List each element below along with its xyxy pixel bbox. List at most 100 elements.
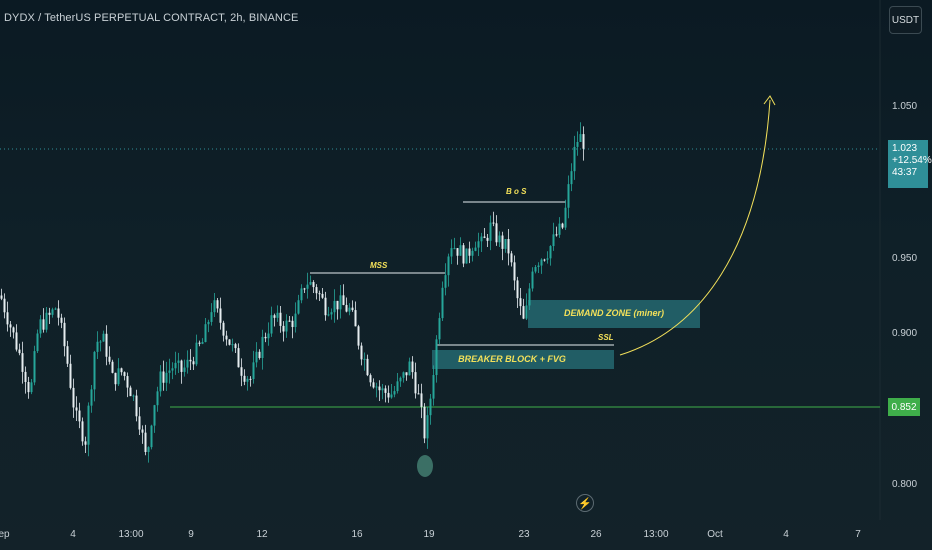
candle-down bbox=[360, 345, 363, 360]
candle-up bbox=[429, 398, 432, 416]
time-tick: ep bbox=[0, 529, 10, 540]
candle-down bbox=[144, 432, 147, 452]
candle-up bbox=[174, 362, 177, 369]
bos-label: B o S bbox=[506, 187, 527, 196]
candle-up bbox=[474, 247, 477, 251]
lightning-icon[interactable]: ⚡ bbox=[576, 494, 594, 512]
candle-up bbox=[168, 370, 171, 373]
candle-down bbox=[462, 245, 465, 264]
projection-arrowhead bbox=[763, 95, 776, 106]
time-tick: Oct bbox=[707, 529, 723, 540]
candle-up bbox=[432, 375, 435, 399]
candle-down bbox=[198, 342, 201, 344]
candle-down bbox=[315, 287, 318, 294]
candle-up bbox=[552, 234, 555, 247]
candle-up bbox=[252, 362, 255, 380]
candle-up bbox=[213, 300, 216, 313]
candle-down bbox=[582, 134, 585, 149]
breaker-block-label: BREAKER BLOCK + FVG bbox=[458, 354, 566, 364]
candle-down bbox=[69, 363, 72, 388]
candle-down bbox=[15, 332, 18, 350]
candle-up bbox=[330, 312, 333, 315]
candle-down bbox=[288, 320, 291, 322]
candle-up bbox=[147, 447, 150, 452]
candle-down bbox=[513, 262, 516, 281]
candle-up bbox=[99, 341, 102, 343]
candle-up bbox=[201, 341, 204, 344]
swing-low-marker bbox=[417, 455, 433, 477]
candle-up bbox=[276, 312, 279, 318]
candle-up bbox=[534, 267, 537, 272]
candle-down bbox=[456, 248, 459, 256]
candle-up bbox=[558, 223, 561, 235]
candle-down bbox=[63, 322, 66, 347]
candle-down bbox=[192, 361, 195, 365]
candle-up bbox=[195, 342, 198, 365]
candle-down bbox=[219, 308, 222, 323]
candle-up bbox=[30, 382, 33, 393]
candle-down bbox=[282, 325, 285, 332]
candle-up bbox=[261, 336, 264, 358]
candle-down bbox=[18, 349, 21, 354]
candle-up bbox=[177, 360, 180, 363]
candle-down bbox=[291, 320, 294, 328]
candle-down bbox=[141, 429, 144, 433]
candle-down bbox=[162, 371, 165, 383]
candle-down bbox=[240, 367, 243, 376]
candle-up bbox=[255, 351, 258, 363]
candle-down bbox=[345, 304, 348, 312]
candle-up bbox=[564, 207, 567, 228]
candle-up bbox=[159, 371, 162, 392]
time-tick: 16 bbox=[351, 529, 363, 540]
candle-up bbox=[102, 333, 105, 342]
candle-down bbox=[318, 293, 321, 295]
candle-up bbox=[54, 308, 57, 310]
candle-down bbox=[126, 376, 129, 388]
candle-up bbox=[441, 287, 444, 319]
candle-down bbox=[42, 319, 45, 330]
last-price-value: 1.023 bbox=[892, 143, 918, 154]
candle-down bbox=[324, 297, 327, 316]
candle-down bbox=[60, 317, 63, 323]
candle-up bbox=[348, 307, 351, 312]
candle-up bbox=[267, 333, 270, 339]
candle-down bbox=[237, 348, 240, 368]
candle-up bbox=[444, 275, 447, 288]
candle-up bbox=[447, 256, 450, 276]
symbol-title: DYDX / TetherUS PERPETUAL CONTRACT, 2h, … bbox=[4, 12, 299, 24]
candle-up bbox=[210, 312, 213, 322]
candle-down bbox=[12, 327, 15, 333]
candle-up bbox=[453, 248, 456, 250]
candle-down bbox=[3, 298, 6, 313]
candle-down bbox=[519, 298, 522, 307]
candle-up bbox=[51, 309, 54, 315]
candle-down bbox=[243, 375, 246, 382]
candle-down bbox=[321, 293, 324, 298]
candle-down bbox=[258, 351, 261, 358]
candle-up bbox=[459, 245, 462, 256]
candle-down bbox=[303, 288, 306, 290]
candle-up bbox=[309, 282, 312, 285]
candle-up bbox=[480, 236, 483, 242]
candle-up bbox=[381, 388, 384, 391]
candle-up bbox=[573, 146, 576, 172]
candle-down bbox=[78, 410, 81, 422]
candle-up bbox=[132, 395, 135, 397]
currency-button[interactable]: USDT bbox=[889, 6, 922, 34]
candle-up bbox=[375, 386, 378, 388]
candle-down bbox=[483, 236, 486, 238]
candle-up bbox=[231, 344, 234, 346]
candle-up bbox=[549, 246, 552, 259]
time-tick: 23 bbox=[518, 529, 530, 540]
candle-up bbox=[567, 184, 570, 208]
candle-down bbox=[189, 359, 192, 362]
candle-up bbox=[270, 315, 273, 334]
candle-down bbox=[66, 346, 69, 364]
candle-up bbox=[489, 222, 492, 241]
candle-up bbox=[150, 425, 153, 448]
candle-down bbox=[123, 372, 126, 377]
candle-up bbox=[246, 378, 249, 382]
candle-down bbox=[129, 387, 132, 397]
